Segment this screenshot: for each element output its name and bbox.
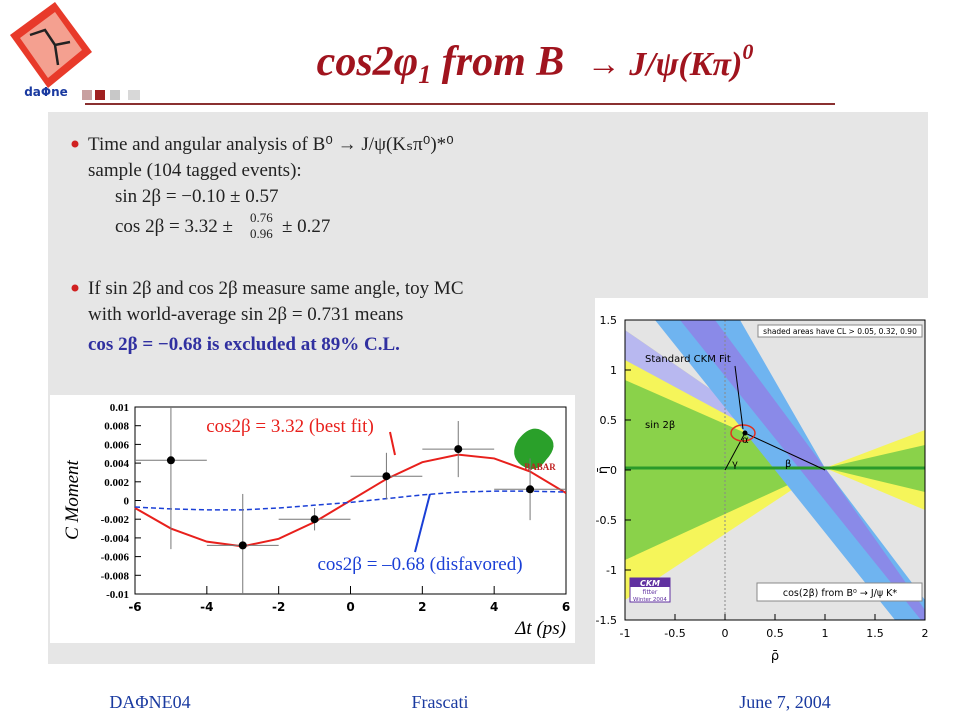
logo: daΦne: [10, 2, 140, 100]
data-point: [526, 485, 535, 494]
logo-text: BABAR: [524, 462, 556, 472]
y-tick-label: 0: [124, 496, 130, 508]
y-tick-label: 0.5: [600, 414, 618, 427]
bullets: Time and angular analysis of B⁰ → J/ψ(Kₛ…: [71, 134, 464, 355]
apex-marker: [742, 430, 748, 436]
x-tick-label: -6: [128, 600, 141, 614]
data-point: [382, 472, 391, 481]
x-tick-label: -2: [272, 600, 285, 614]
sin-label: sin 2β: [645, 420, 675, 431]
title-part: cos2: [317, 39, 394, 85]
y-tick-label: -0.004: [101, 533, 130, 545]
y-tick-label: 0.002: [104, 477, 129, 489]
title-part: 0: [742, 39, 753, 64]
x-tick-label: 1.5: [866, 627, 884, 640]
title-part: → J/ψ(Kπ): [587, 46, 743, 83]
plot-content: [134, 407, 566, 594]
x-tick-label: -0.5: [664, 627, 685, 640]
x-axis-label: Δt (ps): [514, 618, 566, 639]
title-part: φ: [394, 39, 419, 85]
bullet-text: cos 2β = −0.68 is excluded at 89% C.L.: [88, 334, 400, 355]
bullet-text: sin 2β = −0.10 ± 0.57: [115, 186, 278, 207]
curve: [134, 490, 566, 511]
x-tick-label: 0: [346, 600, 354, 614]
arrow: [414, 493, 431, 553]
y-tick-label: -0.008: [101, 570, 130, 582]
cl-text: shaded areas have CL > 0.05, 0.32, 0.90: [763, 327, 917, 336]
y-axis-label: C Moment: [62, 459, 83, 539]
bullet-text: cos 2β = 3.32 ±: [115, 216, 233, 237]
data-point: [166, 456, 175, 465]
y-tick-label: 1: [610, 364, 617, 377]
babar-logo: BABAR: [514, 428, 556, 472]
ckm-logo-text: CKM: [640, 579, 660, 588]
curve-label: cos2β = 3.32 (best fit): [206, 416, 374, 437]
x-tick-label: 2: [922, 627, 929, 640]
y-tick-label: -0.006: [101, 552, 130, 564]
cl-box: [757, 324, 923, 338]
data-point: [310, 515, 319, 524]
x-tick-label: -1: [620, 627, 631, 640]
ckm-logo-top: [630, 578, 670, 587]
constraint-box: [756, 582, 923, 602]
arrow: [389, 431, 396, 456]
y-tick-label: -0.01: [106, 589, 129, 601]
fit-pointer: [734, 365, 744, 430]
x-tick-label: -4: [200, 600, 213, 614]
angle-label: α: [742, 435, 749, 446]
apex-contour: [730, 424, 756, 442]
bullet-text: sample (104 tagged events):: [88, 160, 302, 181]
title-part: from B: [431, 39, 575, 85]
bullet-text: If sin 2β and cos 2β measure same angle,…: [88, 278, 464, 299]
y-tick-label: 0.006: [104, 439, 129, 451]
bullet-dot: [71, 284, 79, 292]
x-tick-label: 4: [490, 600, 498, 614]
x-tick-label: 6: [562, 600, 570, 614]
x-tick-label: 0: [722, 627, 729, 640]
footer-text: June 7, 2004: [739, 692, 831, 712]
bullet-text: 0.76: [250, 210, 273, 225]
fit-label: Standard CKM Fit: [645, 354, 731, 365]
ckm-logo-text: fitter: [643, 589, 658, 596]
y-tick-label: -0.5: [596, 514, 617, 527]
angle-label: γ: [732, 459, 738, 470]
bullet-text: with world-average sin 2β = 0.731 means: [88, 304, 403, 325]
footer: DAΦNE04 Frascati June 7, 2004: [109, 692, 830, 712]
logo-text: daΦne: [24, 85, 68, 99]
y-tick-label: -1.5: [596, 614, 617, 627]
y-tick-label: 0.004: [104, 458, 129, 470]
x-tick-label: 1: [822, 627, 829, 640]
x-axis-label: ρ̄: [771, 649, 779, 664]
y-tick-label: 1.5: [600, 314, 618, 327]
footer-text: Frascati: [412, 692, 469, 712]
bullet-text: 0.96: [250, 226, 273, 241]
bullet-text: Time and angular analysis of B⁰ → J/ψ(Kₛ…: [88, 134, 454, 155]
curve-label: cos2β = –0.68 (disfavored): [317, 554, 522, 575]
bullet-text: ± 0.27: [282, 216, 330, 237]
curve: [134, 453, 566, 548]
x-tick-label: 0.5: [766, 627, 784, 640]
y-tick-label: 0.008: [104, 421, 129, 433]
title: cos2φ1 from B → J/ψ(Kπ)0: [317, 39, 754, 89]
angle-label: β: [785, 459, 791, 470]
data-point: [238, 541, 247, 550]
title-part: 1: [418, 60, 431, 89]
y-tick-label: -0.002: [101, 514, 130, 526]
ckm-logo-text: Winter 2004: [633, 597, 667, 603]
y-axis-label: η̄: [596, 466, 611, 474]
data-point: [454, 445, 463, 454]
y-tick-label: -1: [606, 564, 617, 577]
constraint-label: cos(2β) from B⁰ → J/ψ K*: [783, 588, 897, 599]
x-tick-label: 2: [418, 600, 426, 614]
y-tick-label: 0: [610, 464, 617, 477]
footer-text: DAΦNE04: [109, 692, 190, 712]
y-tick-label: 0.01: [110, 402, 129, 414]
bullet-dot: [71, 140, 79, 148]
